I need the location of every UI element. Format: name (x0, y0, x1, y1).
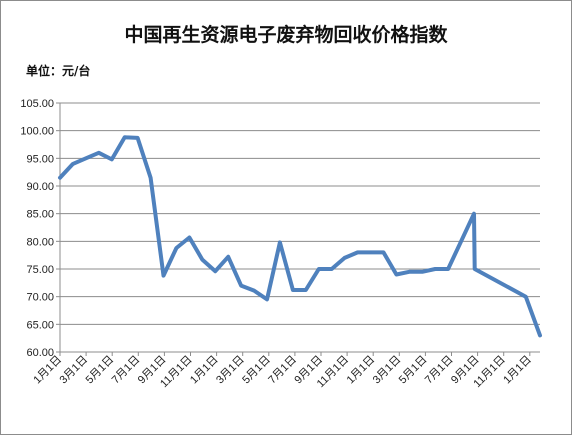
data-point (226, 255, 230, 259)
data-point (162, 274, 165, 277)
data-point (291, 288, 295, 292)
data-point (97, 151, 101, 154)
data-point (278, 241, 282, 244)
y-tick-label: 90.00 (26, 181, 54, 193)
y-tick-label: 100.00 (20, 126, 54, 138)
y-tick-label: 85.00 (26, 209, 54, 221)
x-tick-label: 1月1日 (188, 354, 221, 387)
x-tick-label: 5月1日 (397, 354, 430, 387)
y-tick-label: 65.00 (26, 319, 54, 331)
unit-label: 单位：元/台 (26, 64, 91, 78)
y-tick-label: 95.00 (26, 153, 54, 165)
y-tick-label: 75.00 (26, 264, 54, 276)
data-point (175, 246, 178, 250)
y-tick-label: 60.00 (26, 347, 54, 359)
data-point (408, 270, 411, 273)
data-point (369, 251, 372, 254)
data-point (421, 270, 424, 273)
data-point (239, 284, 243, 287)
y-axis: 60.00 65.00 70.00 75.00 80.00 85.00 90.00 95.00… (20, 98, 61, 359)
x-tick-label: 7月1日 (266, 354, 299, 387)
data-point (434, 267, 437, 271)
data-point (110, 158, 113, 161)
x-tick-label: 1月1日 (501, 354, 534, 387)
y-tick-label: 80.00 (26, 236, 54, 248)
data-point (524, 295, 527, 298)
data-point (356, 251, 359, 254)
data-point (136, 136, 139, 140)
data-point (395, 273, 398, 276)
data-point (123, 136, 126, 139)
x-tick-label: 3月1日 (58, 354, 91, 387)
data-point (58, 176, 62, 179)
x-tick-label: 7月1日 (110, 354, 143, 387)
data-point (330, 267, 333, 271)
data-point (149, 176, 152, 179)
data-point (188, 236, 191, 239)
data-point (473, 267, 476, 271)
series-line (58, 135, 542, 338)
data-point (265, 298, 269, 301)
data-point (538, 334, 542, 337)
data-point (317, 267, 320, 271)
x-tick-label: 7月1日 (423, 354, 456, 387)
x-axis: 1月1日3月1日5月1日7月1日9月1日11月1日1月1日3月1日5月1日7月1… (31, 351, 540, 390)
data-point (459, 240, 463, 243)
x-tick-label: 3月1日 (371, 354, 404, 387)
chart-title: 中国再生资源电子废弃物回收价格指数 (124, 24, 448, 46)
data-point (71, 162, 75, 166)
y-tick-label: 70.00 (26, 292, 54, 304)
data-point (382, 251, 385, 254)
x-tick-label: 3月1日 (214, 354, 247, 387)
data-point (472, 212, 476, 215)
x-tick-label: 5月1日 (84, 354, 117, 387)
price-index-series (58, 135, 542, 338)
y-tick-label: 105.00 (20, 98, 54, 110)
x-tick-label: 5月1日 (240, 354, 273, 387)
x-tick-label: 1月1日 (345, 354, 378, 387)
data-point (201, 258, 204, 261)
data-point (214, 270, 217, 273)
data-point (446, 267, 450, 271)
data-point (343, 256, 346, 260)
data-point (304, 288, 308, 292)
data-point (84, 157, 88, 160)
data-point (252, 289, 256, 292)
